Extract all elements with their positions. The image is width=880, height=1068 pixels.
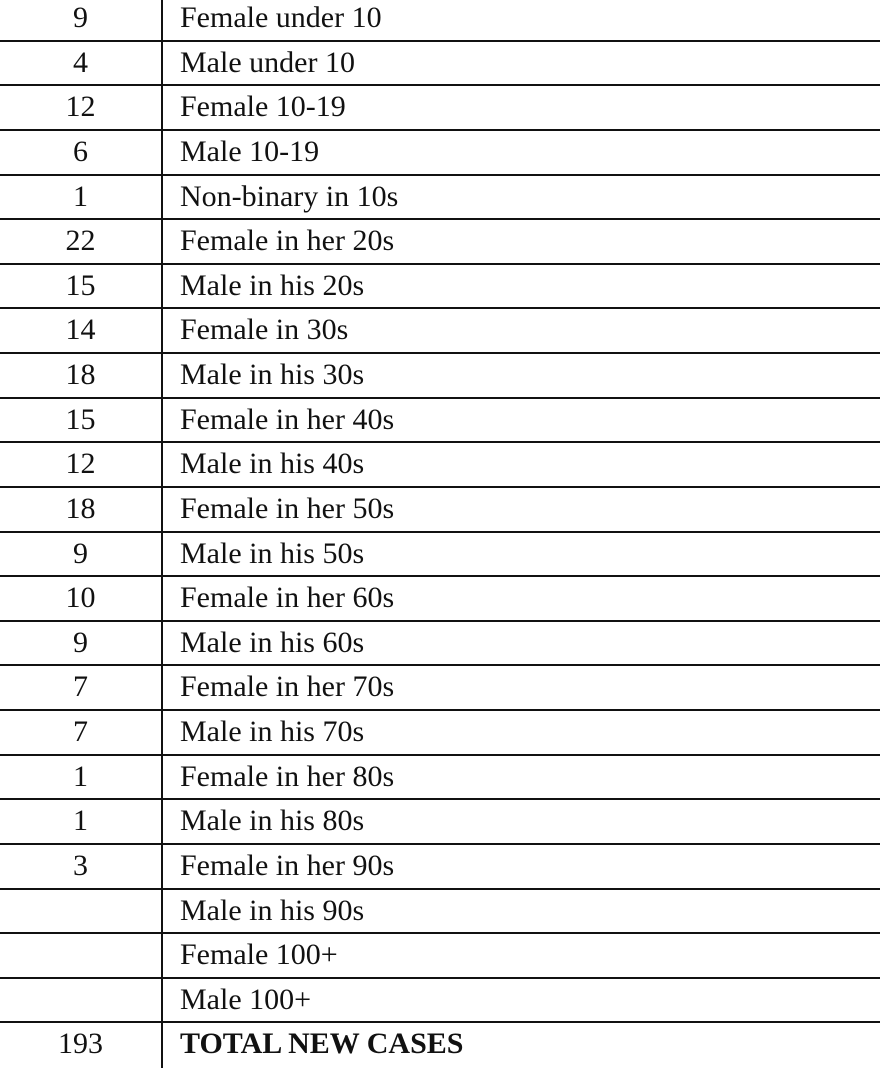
demographic-label: Male in his 90s <box>180 893 365 927</box>
case-count: 15 <box>0 264 163 308</box>
table-row: Female 100+ <box>0 934 880 979</box>
case-count: 12 <box>0 86 163 129</box>
case-count: 12 <box>0 443 163 486</box>
table-row: 22 Female in her 20s <box>0 220 880 265</box>
table-row: 4 Male under 10 <box>0 41 880 87</box>
case-count: 18 <box>0 354 163 397</box>
table-row: 14 Female in 30s <box>0 309 880 354</box>
case-count: 10 <box>0 577 163 620</box>
case-count: 1 <box>0 175 163 219</box>
table-row: 15 Female in her 40s <box>0 398 880 444</box>
demographic-label: Female in her 70s <box>180 670 395 704</box>
case-count: 9 <box>0 621 163 665</box>
demographic-label: Female under 10 <box>180 1 382 34</box>
table-row: Male 100+ <box>0 978 880 1024</box>
demographic-label: Male 100+ <box>180 982 312 1016</box>
case-count: 3 <box>0 844 163 888</box>
case-count: 4 <box>0 41 163 85</box>
table-row: 3 Female in her 90s <box>0 844 880 890</box>
case-count: 15 <box>0 398 163 442</box>
demographic-label: Male in his 20s <box>180 268 365 302</box>
demographic-label: Male in his 30s <box>180 358 365 391</box>
table-row: Male in his 90s <box>0 889 880 935</box>
table-row: 9 Female under 10 <box>0 0 880 42</box>
case-count: 7 <box>0 711 163 754</box>
table-row: 7 Female in her 70s <box>0 666 880 711</box>
demographic-label: Female in her 50s <box>180 491 395 525</box>
demographic-label: Female 10-19 <box>180 90 346 124</box>
demographic-label: Non-binary in 10s <box>180 179 399 213</box>
table-row: 12 Male in his 40s <box>0 443 880 488</box>
table-row: 1 Male in his 80s <box>0 800 880 845</box>
demographic-label: Male in his 60s <box>180 625 365 659</box>
case-count: 6 <box>0 130 163 174</box>
demographic-label: Male in his 40s <box>180 447 365 481</box>
case-count <box>0 978 163 1022</box>
case-count: 9 <box>0 0 163 40</box>
table-row: 10 Female in her 60s <box>0 577 880 622</box>
table-row: 12 Female 10-19 <box>0 86 880 131</box>
demographic-label: Female in her 60s <box>180 581 395 615</box>
case-count <box>0 889 163 933</box>
case-count: 7 <box>0 666 163 709</box>
total-row: 193 TOTAL NEW CASES <box>0 1023 880 1068</box>
demographic-label: Female in her 90s <box>180 848 395 882</box>
table-row: 18 Female in her 50s <box>0 487 880 533</box>
demographic-label: Female in 30s <box>180 313 349 347</box>
demographic-label: Male in his 70s <box>180 715 365 748</box>
table-row: 9 Male in his 60s <box>0 621 880 667</box>
case-count: 1 <box>0 755 163 799</box>
table-row: 6 Male 10-19 <box>0 130 880 176</box>
demographic-label: Female 100+ <box>180 938 338 972</box>
demographic-label: Male under 10 <box>180 45 355 79</box>
demographic-label: TOTAL NEW CASES <box>180 1027 464 1061</box>
table-row: 1 Female in her 80s <box>0 755 880 801</box>
case-count: 193 <box>0 1023 163 1068</box>
case-count: 1 <box>0 800 163 843</box>
table-row: 7 Male in his 70s <box>0 711 880 756</box>
demographic-label: Female in her 80s <box>180 759 395 793</box>
case-count: 22 <box>0 220 163 263</box>
demographic-label: Male in his 80s <box>180 804 365 838</box>
table-row: 1 Non-binary in 10s <box>0 175 880 221</box>
table-row: 9 Male in his 50s <box>0 532 880 578</box>
case-count <box>0 934 163 977</box>
demographic-label: Female in her 20s <box>180 224 395 258</box>
case-count: 18 <box>0 487 163 531</box>
demographic-label: Male 10-19 <box>180 134 320 168</box>
table-row: 15 Male in his 20s <box>0 264 880 310</box>
demographic-label: Male in his 50s <box>180 536 365 570</box>
demographic-label: Female in her 40s <box>180 402 395 436</box>
table-row: 18 Male in his 30s <box>0 354 880 399</box>
case-count: 14 <box>0 309 163 352</box>
case-count: 9 <box>0 532 163 576</box>
